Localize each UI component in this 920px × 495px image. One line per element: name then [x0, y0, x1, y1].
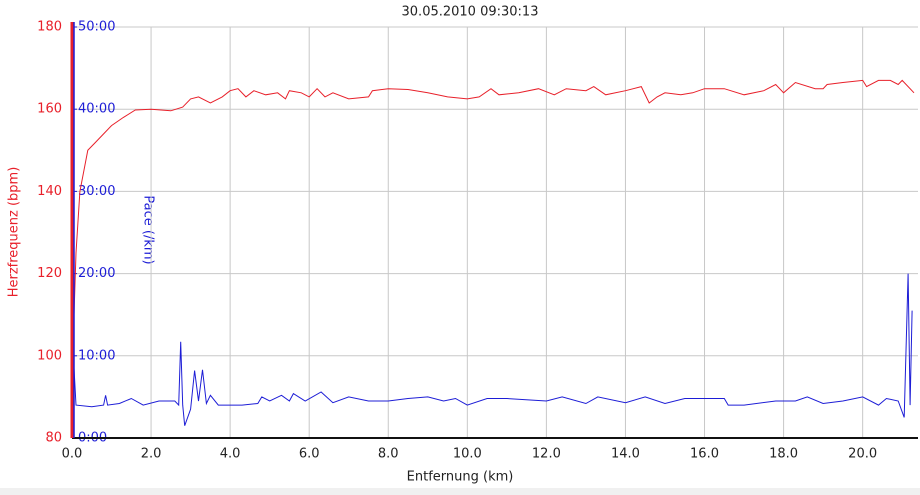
y2-tick-label: 10:00	[78, 348, 115, 363]
y2-tick-label: 30:00	[78, 184, 115, 199]
series-line	[73, 273, 913, 426]
x-tick-label: 2.0	[141, 447, 162, 462]
y2-tick-label: 20:00	[78, 266, 115, 281]
footer-band	[0, 488, 920, 495]
y2-tick-label: 40:00	[78, 102, 115, 117]
y-tick-label: 100	[37, 348, 62, 363]
y-tick-label: 120	[37, 266, 62, 281]
y2-axis-title: Pace (/km)	[141, 195, 156, 264]
x-tick-label: 16.0	[690, 447, 719, 462]
y-tick-label: 140	[37, 184, 62, 199]
x-tick-label: 0.0	[62, 447, 83, 462]
y-axis-title: Herzfrequenz (bpm)	[7, 167, 22, 298]
y2-tick-label: 50:00	[78, 20, 115, 35]
x-tick-label: 10.0	[453, 447, 482, 462]
x-tick-label: 6.0	[299, 447, 320, 462]
x-tick-label: 18.0	[769, 447, 798, 462]
y-tick-label: 80	[45, 431, 62, 446]
x-tick-label: 20.0	[848, 447, 877, 462]
x-tick-label: 14.0	[611, 447, 640, 462]
y-tick-label: 180	[37, 20, 62, 35]
x-axis-title: Entfernung (km)	[407, 470, 514, 485]
x-tick-label: 8.0	[378, 447, 399, 462]
chart-title: 30.05.2010 09:30:13	[402, 5, 539, 20]
series-line	[73, 79, 915, 315]
y-tick-label: 160	[37, 102, 62, 117]
x-tick-label: 12.0	[532, 447, 561, 462]
x-tick-label: 4.0	[220, 447, 241, 462]
